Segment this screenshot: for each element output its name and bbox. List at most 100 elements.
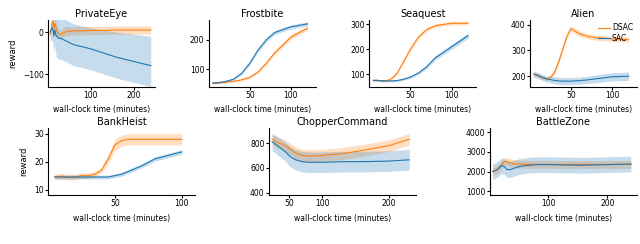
SAC — [275, 145, 283, 148]
SAC — [533, 163, 541, 166]
SAC — [559, 80, 566, 83]
SAC — [100, 51, 108, 54]
DSAC — [390, 75, 397, 78]
X-axis label: wall-clock time (minutes): wall-clock time (minutes) — [73, 214, 170, 223]
X-axis label: wall-clock time (minutes): wall-clock time (minutes) — [374, 105, 471, 114]
SAC — [298, 160, 306, 163]
Title: Frostbite: Frostbite — [241, 9, 284, 19]
DSAC — [55, 33, 63, 36]
SAC — [51, 29, 59, 31]
DSAC — [563, 163, 570, 166]
DSAC — [98, 169, 106, 172]
DSAC — [521, 163, 529, 166]
DSAC — [584, 35, 591, 38]
SAC — [592, 77, 600, 80]
Title: PrivateEye: PrivateEye — [76, 9, 127, 19]
SAC — [382, 79, 390, 82]
SAC — [46, 31, 54, 34]
SAC — [547, 78, 554, 81]
X-axis label: wall-clock time (minutes): wall-clock time (minutes) — [534, 105, 632, 114]
SAC — [604, 163, 611, 166]
Line: DSAC: DSAC — [54, 139, 182, 177]
SAC — [538, 76, 546, 79]
Line: SAC: SAC — [50, 28, 151, 66]
SAC — [71, 176, 79, 179]
SAC — [271, 31, 278, 34]
DSAC — [57, 33, 65, 36]
DSAC — [447, 22, 455, 25]
SAC — [147, 64, 155, 67]
DSAC — [534, 73, 542, 76]
Line: DSAC: DSAC — [272, 139, 410, 156]
SAC — [84, 176, 92, 179]
Title: Alien: Alien — [571, 9, 595, 19]
DSAC — [70, 29, 77, 32]
SAC — [500, 165, 508, 168]
DSAC — [509, 162, 517, 165]
Line: SAC: SAC — [493, 164, 631, 172]
SAC — [378, 79, 385, 82]
Line: SAC: SAC — [373, 36, 468, 81]
SAC — [111, 174, 119, 177]
DSAC — [287, 36, 295, 39]
DSAC — [580, 163, 588, 166]
SAC — [287, 25, 295, 28]
DSAC — [319, 154, 326, 157]
DSAC — [550, 71, 558, 74]
SAC — [254, 49, 262, 51]
Line: DSAC: DSAC — [50, 22, 151, 34]
SAC — [151, 157, 159, 160]
DSAC — [52, 29, 60, 31]
DSAC — [52, 24, 60, 27]
SAC — [502, 167, 510, 170]
SAC — [423, 65, 431, 68]
SAC — [61, 39, 69, 42]
DSAC — [592, 36, 600, 39]
SAC — [230, 78, 237, 81]
SAC — [278, 148, 286, 151]
SAC — [497, 164, 505, 167]
SAC — [374, 79, 381, 82]
SAC — [64, 176, 72, 179]
DSAC — [262, 62, 270, 65]
DSAC — [213, 81, 221, 84]
SAC — [386, 79, 394, 82]
SAC — [213, 81, 221, 84]
DSAC — [386, 78, 394, 81]
Title: BattleZone: BattleZone — [536, 117, 590, 127]
DSAC — [398, 63, 406, 66]
SAC — [492, 169, 499, 172]
DSAC — [298, 154, 306, 157]
Y-axis label: reward: reward — [20, 147, 29, 176]
SAC — [262, 39, 270, 41]
DSAC — [91, 173, 99, 176]
DSAC — [358, 149, 366, 152]
DSAC — [547, 76, 554, 79]
SAC — [246, 62, 253, 65]
SAC — [390, 79, 397, 82]
SAC — [506, 168, 514, 171]
DSAC — [489, 170, 497, 173]
X-axis label: wall-clock time (minutes): wall-clock time (minutes) — [53, 105, 150, 114]
SAC — [563, 80, 571, 83]
SAC — [339, 160, 346, 163]
DSAC — [50, 26, 58, 29]
DSAC — [563, 35, 571, 38]
DSAC — [278, 143, 286, 146]
DSAC — [49, 20, 57, 23]
DSAC — [254, 71, 262, 73]
SAC — [70, 43, 77, 46]
SAC — [627, 163, 635, 165]
DSAC — [530, 73, 538, 76]
SAC — [534, 74, 542, 77]
SAC — [358, 160, 366, 163]
Title: ChopperCommand: ChopperCommand — [297, 117, 388, 127]
DSAC — [230, 80, 237, 83]
DSAC — [303, 27, 311, 30]
SAC — [515, 165, 523, 168]
SAC — [65, 41, 73, 44]
DSAC — [178, 138, 186, 141]
SAC — [130, 60, 138, 63]
DSAC — [58, 175, 65, 178]
SAC — [305, 161, 313, 164]
